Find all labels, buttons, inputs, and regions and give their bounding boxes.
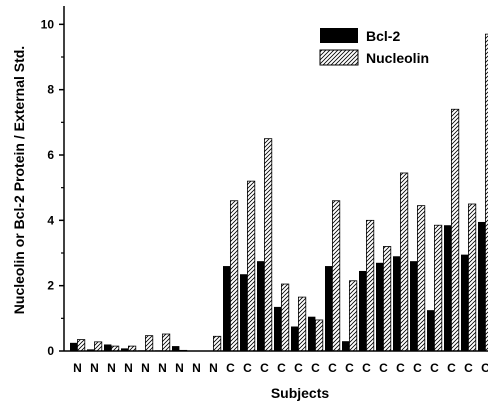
x-category-label: C: [379, 361, 388, 375]
bar-nucleolin: [365, 219, 375, 352]
bar-nucleolin: [314, 319, 324, 352]
x-category-label: N: [158, 361, 167, 375]
legend-swatch-bcl2: [320, 28, 358, 43]
y-tick-label: 6: [47, 148, 54, 162]
bar-bcl2: [87, 349, 95, 351]
x-category-label: C: [464, 361, 473, 375]
x-category-label: C: [260, 361, 269, 375]
bar-nucleolin: [433, 224, 443, 352]
bar-bcl2: [223, 266, 231, 351]
x-category-label: C: [362, 361, 371, 375]
category-labels-group: NNNNNNNNNCCCCCCCCCCCCCCCCCCCC: [73, 361, 488, 375]
y-tick-label: 10: [41, 17, 55, 31]
y-tick-label: 4: [47, 213, 54, 227]
bar-bcl2: [291, 326, 299, 351]
bar-nucleolin: [77, 339, 86, 352]
bar-bcl2: [410, 261, 418, 351]
bar-nucleolin: [331, 200, 341, 352]
bar-bcl2: [478, 221, 486, 351]
x-category-label: C: [226, 361, 235, 375]
y-tick-label: 8: [47, 83, 54, 97]
bar-bcl2: [121, 348, 129, 351]
legend-label-nucleolin: Nucleolin: [366, 50, 429, 66]
bar-bcl2: [172, 346, 180, 351]
bar-bcl2: [461, 254, 469, 351]
x-axis-title: Subjects: [271, 385, 330, 401]
bar-bcl2: [427, 310, 435, 351]
x-category-label: C: [277, 361, 286, 375]
x-category-label: C: [481, 361, 488, 375]
bar-bcl2: [359, 270, 367, 351]
x-category-label: C: [447, 361, 456, 375]
x-category-label: C: [413, 361, 422, 375]
x-category-label: C: [430, 361, 439, 375]
bar-nucleolin: [246, 180, 256, 352]
legend-swatch-nucleolin: [319, 49, 359, 66]
x-category-label: C: [345, 361, 354, 375]
x-category-label: N: [141, 361, 150, 375]
x-category-label: C: [294, 361, 303, 375]
bar-bcl2: [376, 262, 384, 351]
bar-nucleolin: [212, 335, 222, 352]
bar-nucleolin: [161, 333, 171, 352]
bar-nucleolin: [382, 246, 392, 352]
bar-nucleolin: [263, 138, 273, 352]
bar-nucleolin: [416, 205, 426, 352]
x-category-label: C: [311, 361, 320, 375]
legend-label-bcl2: Bcl-2: [366, 28, 400, 44]
bar-bcl2: [240, 274, 248, 351]
bar-nucleolin: [297, 296, 307, 352]
bar-nucleolin: [144, 335, 154, 352]
y-tick-label: 2: [47, 279, 54, 293]
bar-bcl2: [104, 344, 112, 351]
x-category-label: N: [73, 361, 82, 375]
x-category-label: C: [243, 361, 252, 375]
y-axis-title: Nucleolin or Bcl-2 Protein / External St…: [11, 46, 27, 314]
bar-bcl2: [274, 306, 282, 351]
bar-bcl2: [257, 261, 265, 351]
x-category-label: N: [175, 361, 184, 375]
x-category-label: N: [107, 361, 116, 375]
bar-nucleolin: [450, 108, 460, 352]
x-category-label: N: [124, 361, 133, 375]
bar-nucleolin: [467, 203, 477, 352]
bar-nucleolin: [348, 280, 358, 352]
x-category-label: C: [396, 361, 405, 375]
x-category-label: N: [209, 361, 218, 375]
y-ticks-group: 0 2 4 6 8 10: [41, 17, 64, 358]
bar-nucleolin: [94, 341, 103, 352]
legend: Bcl-2 Nucleolin: [319, 28, 429, 66]
x-category-label: C: [328, 361, 337, 375]
bar-bcl2: [325, 266, 333, 351]
bar-nucleolin: [280, 283, 290, 352]
x-category-label: N: [192, 361, 201, 375]
x-category-label: N: [90, 361, 99, 375]
bars-group: [70, 33, 488, 352]
bar-bcl2: [342, 341, 350, 351]
bar-nucleolin: [399, 172, 409, 352]
bar-bcl2: [70, 342, 78, 351]
bar-bcl2: [308, 316, 316, 351]
bar-bcl2: [444, 225, 452, 351]
y-tick-label: 0: [47, 344, 54, 358]
bar-bcl2: [393, 256, 401, 351]
bar-nucleolin: [484, 33, 488, 352]
bar-nucleolin: [229, 200, 239, 352]
